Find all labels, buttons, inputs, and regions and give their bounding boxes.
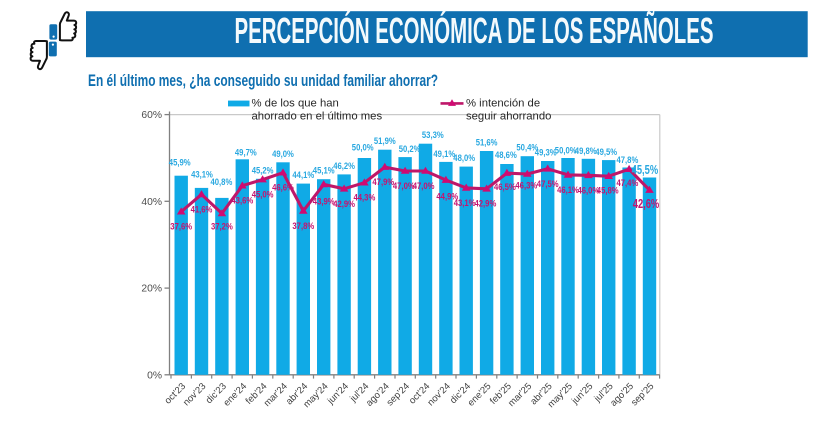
svg-text:46,0%: 46,0%	[578, 185, 600, 195]
svg-text:43,9%: 43,9%	[313, 196, 335, 206]
svg-text:51,9%: 51,9%	[374, 136, 396, 146]
svg-text:20%: 20%	[141, 284, 162, 295]
svg-text:46,2%: 46,2%	[333, 161, 355, 171]
svg-text:47,9%: 47,9%	[372, 177, 394, 187]
svg-text:% de los que han: % de los que han	[252, 97, 339, 109]
svg-text:43,1%: 43,1%	[454, 198, 476, 208]
svg-text:45,2%: 45,2%	[252, 165, 274, 175]
svg-text:41,6%: 41,6%	[191, 204, 213, 214]
svg-text:47,5%: 47,5%	[537, 179, 559, 189]
svg-text:45,0%: 45,0%	[252, 190, 274, 200]
svg-text:47,4%: 47,4%	[617, 178, 639, 188]
svg-text:50,0%: 50,0%	[555, 145, 577, 155]
svg-text:47,0%: 47,0%	[393, 181, 415, 191]
svg-text:45,5%: 45,5%	[632, 162, 659, 177]
svg-text:49,8%: 49,8%	[575, 146, 597, 156]
svg-text:43,1%: 43,1%	[191, 169, 213, 179]
svg-text:44,3%: 44,3%	[354, 193, 376, 203]
svg-text:46,1%: 46,1%	[557, 185, 579, 195]
svg-text:49,1%: 49,1%	[433, 149, 455, 159]
svg-text:PERCEPCIÓN ECONÓMICA DE LOS ES: PERCEPCIÓN ECONÓMICA DE LOS ESPAÑOLES	[235, 9, 714, 51]
svg-text:45,8%: 45,8%	[597, 185, 619, 195]
svg-text:ahorrado en el último mes: ahorrado en el último mes	[252, 110, 383, 122]
svg-text:42,6%: 42,6%	[633, 196, 660, 211]
svg-text:49,0%: 49,0%	[272, 149, 294, 159]
svg-text:50,0%: 50,0%	[352, 143, 374, 153]
svg-text:48,6%: 48,6%	[495, 150, 517, 160]
svg-text:46,5%: 46,5%	[494, 182, 516, 192]
svg-text:49,5%: 49,5%	[595, 147, 617, 157]
svg-text:45,9%: 45,9%	[169, 158, 191, 168]
svg-text:0%: 0%	[147, 370, 162, 381]
svg-text:42,9%: 42,9%	[333, 199, 355, 209]
svg-text:40%: 40%	[141, 197, 162, 208]
svg-text:40,8%: 40,8%	[211, 177, 233, 187]
svg-text:37,8%: 37,8%	[292, 221, 314, 231]
svg-text:46,6%: 46,6%	[272, 183, 294, 193]
svg-text:43,6%: 43,6%	[231, 196, 253, 206]
svg-text:51,6%: 51,6%	[476, 138, 498, 148]
svg-text:47,8%: 47,8%	[617, 155, 639, 165]
svg-text:50,4%: 50,4%	[516, 143, 538, 153]
svg-text:seguir ahorrando: seguir ahorrando	[466, 110, 551, 122]
svg-text:44,1%: 44,1%	[292, 170, 314, 180]
svg-text:50,2%: 50,2%	[399, 144, 421, 154]
svg-text:En él último mes, ¿ha consegui: En él último mes, ¿ha conseguido su unid…	[88, 72, 438, 90]
svg-text:% intención de: % intención de	[466, 97, 540, 109]
svg-text:46,3%: 46,3%	[515, 181, 537, 191]
svg-text:53,3%: 53,3%	[422, 130, 444, 140]
svg-text:49,3%: 49,3%	[535, 148, 557, 158]
svg-text:49,7%: 49,7%	[235, 148, 257, 158]
svg-text:48,0%: 48,0%	[453, 153, 475, 163]
svg-text:42,9%: 42,9%	[475, 199, 497, 209]
svg-text:45,1%: 45,1%	[313, 166, 335, 176]
svg-text:37,2%: 37,2%	[211, 222, 233, 232]
svg-text:47,0%: 47,0%	[413, 181, 435, 191]
svg-text:60%: 60%	[141, 110, 162, 121]
svg-text:44,9%: 44,9%	[436, 192, 458, 202]
svg-text:37,6%: 37,6%	[170, 222, 192, 232]
